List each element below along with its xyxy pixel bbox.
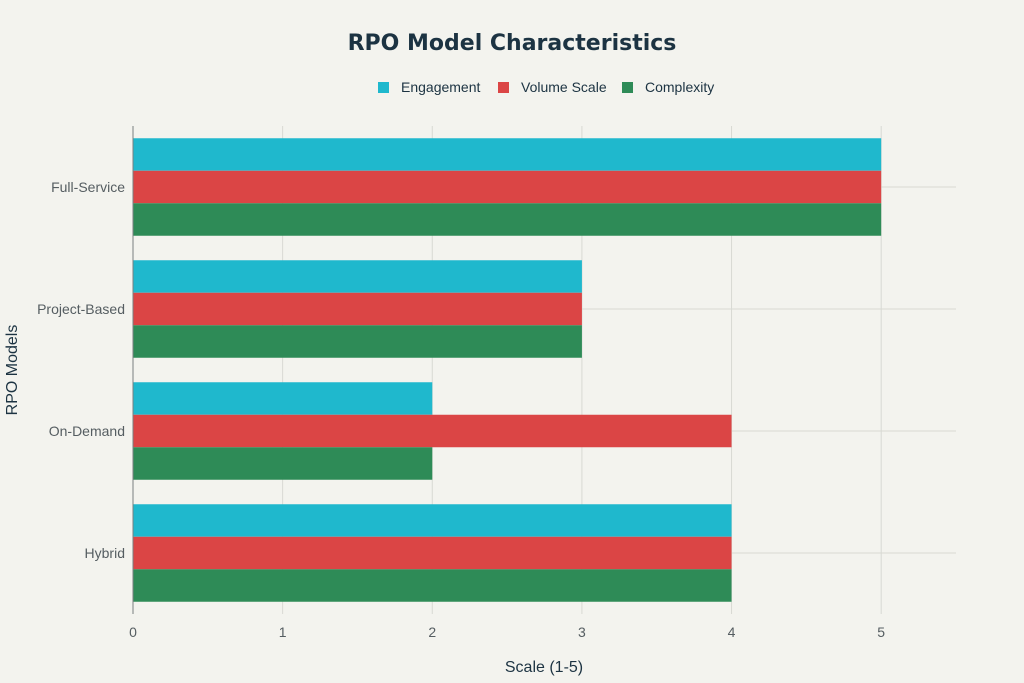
chart-title: RPO Model Characteristics — [348, 31, 677, 56]
bar-engagement — [133, 382, 433, 415]
legend-swatch — [622, 82, 633, 93]
bar-volume-scale — [133, 414, 732, 448]
legend-label: Volume Scale — [521, 79, 607, 95]
bar-complexity — [133, 569, 732, 602]
x-axis-ticks: 0 1 2 3 4 5 — [129, 624, 885, 640]
bar-engagement — [133, 138, 882, 171]
legend-swatch — [378, 82, 389, 93]
legend-swatch — [498, 82, 509, 93]
x-tick-label: 2 — [428, 624, 436, 640]
bar-volume-scale — [133, 170, 882, 204]
x-tick-label: 0 — [129, 624, 137, 640]
x-tick-label: 1 — [279, 624, 287, 640]
y-axis-title: RPO Models — [4, 325, 21, 416]
bar-volume-scale — [133, 536, 732, 570]
x-tick-label: 5 — [877, 624, 885, 640]
y-tick-label: Hybrid — [85, 545, 125, 561]
bar-engagement — [133, 260, 582, 293]
y-tick-label: Project-Based — [37, 301, 125, 317]
bar-complexity — [133, 447, 433, 480]
bar-engagement — [133, 504, 732, 537]
y-axis-ticks: Full-Service Project-Based On-Demand Hybrid — [37, 179, 125, 561]
x-tick-label: 4 — [728, 624, 736, 640]
bars-group — [133, 138, 882, 602]
y-tick-label: On-Demand — [49, 423, 125, 439]
x-tick-label: 3 — [578, 624, 586, 640]
bar-complexity — [133, 325, 582, 358]
bar-complexity — [133, 203, 882, 236]
legend-label: Engagement — [401, 79, 481, 95]
bar-volume-scale — [133, 292, 582, 326]
chart-legend: Engagement Volume Scale Complexity — [378, 79, 714, 95]
x-axis-title: Scale (1-5) — [505, 659, 583, 676]
y-tick-label: Full-Service — [51, 179, 125, 195]
legend-label: Complexity — [645, 79, 714, 95]
